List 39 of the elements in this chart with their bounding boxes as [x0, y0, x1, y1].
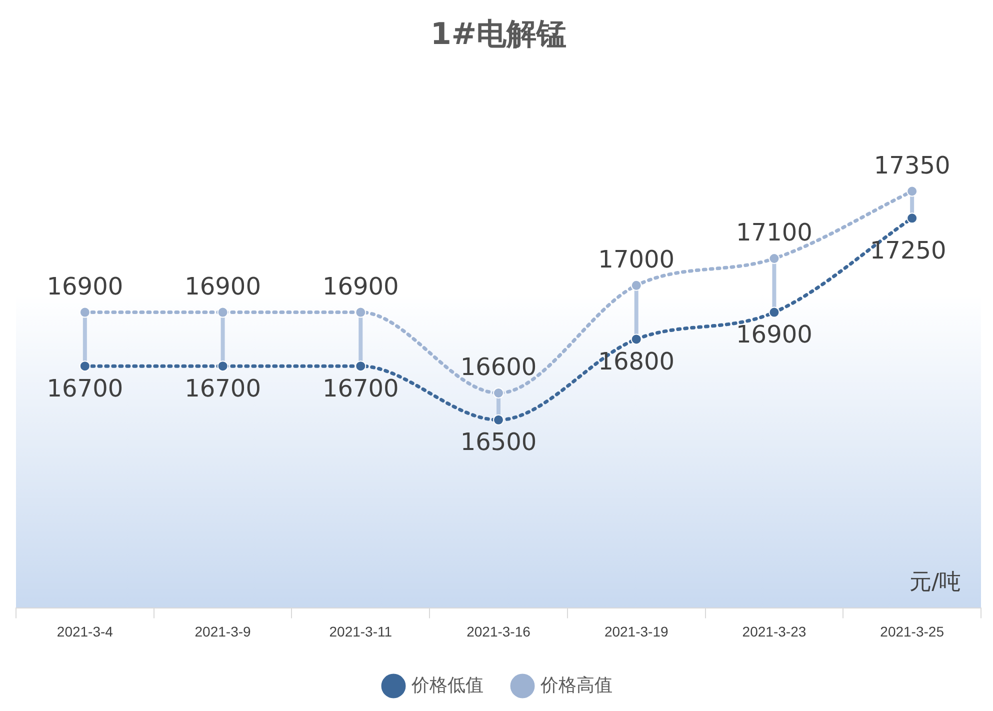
x-tick-label: 2021-3-23: [742, 623, 806, 640]
point: [630, 334, 642, 345]
x-tick-label: 2021-3-16: [466, 623, 531, 640]
point: [630, 280, 642, 291]
data-label: 16700: [322, 374, 399, 402]
legend-label: 价格低值: [410, 674, 484, 695]
legend-label: 价格高值: [540, 674, 612, 695]
data-label: 16900: [736, 320, 812, 349]
point: [355, 306, 366, 318]
x-tick-label: 2021-3-25: [880, 623, 944, 640]
point: [768, 253, 780, 264]
data-label: 16800: [598, 347, 675, 376]
point: [355, 360, 366, 372]
text: 元/吨: [910, 570, 961, 595]
point: [217, 306, 228, 318]
data-label: 17100: [736, 218, 812, 247]
x-tick-label: 2021-3-9: [194, 623, 252, 640]
data-label: 16900: [184, 272, 261, 301]
data-label: 16500: [460, 428, 537, 456]
x-tick-label: 2021-3-19: [604, 623, 668, 640]
point: [79, 360, 90, 372]
data-label: 16900: [322, 272, 399, 301]
point: [906, 212, 918, 224]
point: [217, 360, 228, 372]
data-label: 16700: [46, 374, 124, 402]
x-tick-label: 2021-3-11: [329, 623, 392, 640]
point: [493, 414, 504, 426]
data-label: 17350: [874, 151, 950, 180]
point: [768, 306, 780, 318]
data-label: 16900: [46, 272, 124, 301]
point: [79, 306, 90, 318]
x-tick-label: 2021-3-4: [56, 623, 114, 640]
data-label: 17000: [598, 246, 675, 274]
chart-title: 1#电解锰: [430, 16, 567, 52]
data-label: 17250: [870, 236, 946, 264]
data-label: 16700: [184, 374, 261, 402]
data-label: 16600: [460, 353, 537, 382]
point: [493, 388, 504, 398]
point: [906, 186, 918, 197]
